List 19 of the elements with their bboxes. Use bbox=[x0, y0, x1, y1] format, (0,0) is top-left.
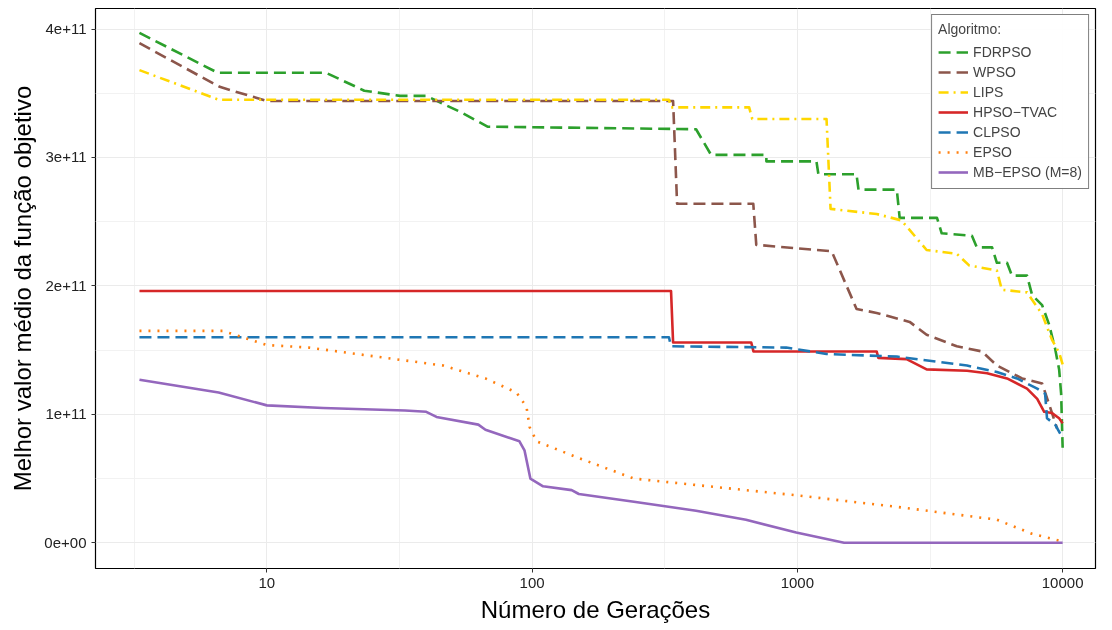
y-tick-label: 3e+11 bbox=[45, 148, 87, 166]
legend-label: EPSO bbox=[973, 144, 1012, 160]
legend-label: MB−EPSO (M=8) bbox=[973, 164, 1082, 180]
y-axis-title: Melhor valor médio da função objetivo bbox=[9, 85, 37, 492]
x-tick-label: 10 bbox=[258, 573, 276, 591]
x-tick-label: 100 bbox=[519, 573, 545, 591]
legend-label: WPSO bbox=[973, 64, 1016, 80]
y-tick-label: 2e+11 bbox=[45, 276, 87, 294]
y-tick-label: 1e+11 bbox=[45, 405, 87, 423]
x-tick-label: 10000 bbox=[1041, 573, 1084, 591]
legend-label: FDRPSO bbox=[973, 44, 1032, 60]
legend-label: CLPSO bbox=[973, 124, 1021, 140]
y-tick-label: 0e+00 bbox=[44, 533, 87, 551]
x-tick-label: 1000 bbox=[780, 573, 815, 591]
legend-title: Algoritmo: bbox=[938, 21, 1003, 37]
legend-label: LIPS bbox=[973, 84, 1004, 100]
y-tick-label: 4e+11 bbox=[45, 20, 87, 38]
x-axis-title: Número de Gerações bbox=[480, 595, 711, 623]
legend-label: HPSO−TVAC bbox=[973, 104, 1058, 120]
